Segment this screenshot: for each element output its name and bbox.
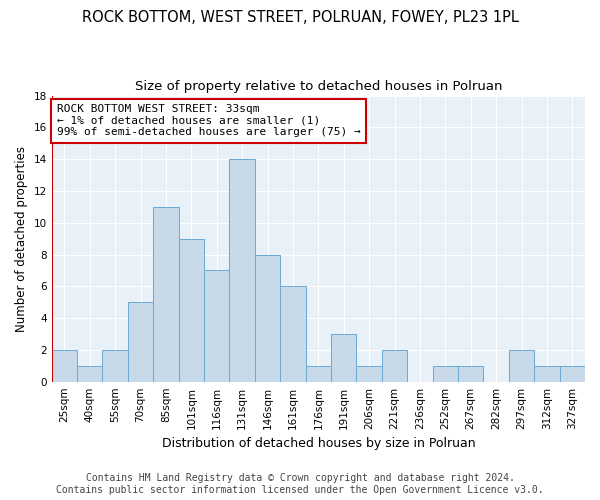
Bar: [433, 366, 458, 382]
Bar: [255, 254, 280, 382]
Text: ROCK BOTTOM, WEST STREET, POLRUAN, FOWEY, PL23 1PL: ROCK BOTTOM, WEST STREET, POLRUAN, FOWEY…: [82, 10, 518, 25]
Bar: [103, 350, 128, 382]
Text: Contains HM Land Registry data © Crown copyright and database right 2024.
Contai: Contains HM Land Registry data © Crown c…: [56, 474, 544, 495]
Y-axis label: Number of detached properties: Number of detached properties: [15, 146, 28, 332]
Bar: [179, 238, 204, 382]
Title: Size of property relative to detached houses in Polruan: Size of property relative to detached ho…: [134, 80, 502, 93]
X-axis label: Distribution of detached houses by size in Polruan: Distribution of detached houses by size …: [161, 437, 475, 450]
Bar: [458, 366, 484, 382]
Bar: [204, 270, 229, 382]
Bar: [153, 207, 179, 382]
Bar: [77, 366, 103, 382]
Bar: [382, 350, 407, 382]
Bar: [52, 350, 77, 382]
Bar: [534, 366, 560, 382]
Text: ROCK BOTTOM WEST STREET: 33sqm
← 1% of detached houses are smaller (1)
99% of se: ROCK BOTTOM WEST STREET: 33sqm ← 1% of d…: [57, 104, 361, 138]
Bar: [229, 159, 255, 382]
Bar: [305, 366, 331, 382]
Bar: [356, 366, 382, 382]
Bar: [280, 286, 305, 382]
Bar: [509, 350, 534, 382]
Bar: [128, 302, 153, 382]
Bar: [560, 366, 585, 382]
Bar: [331, 334, 356, 382]
